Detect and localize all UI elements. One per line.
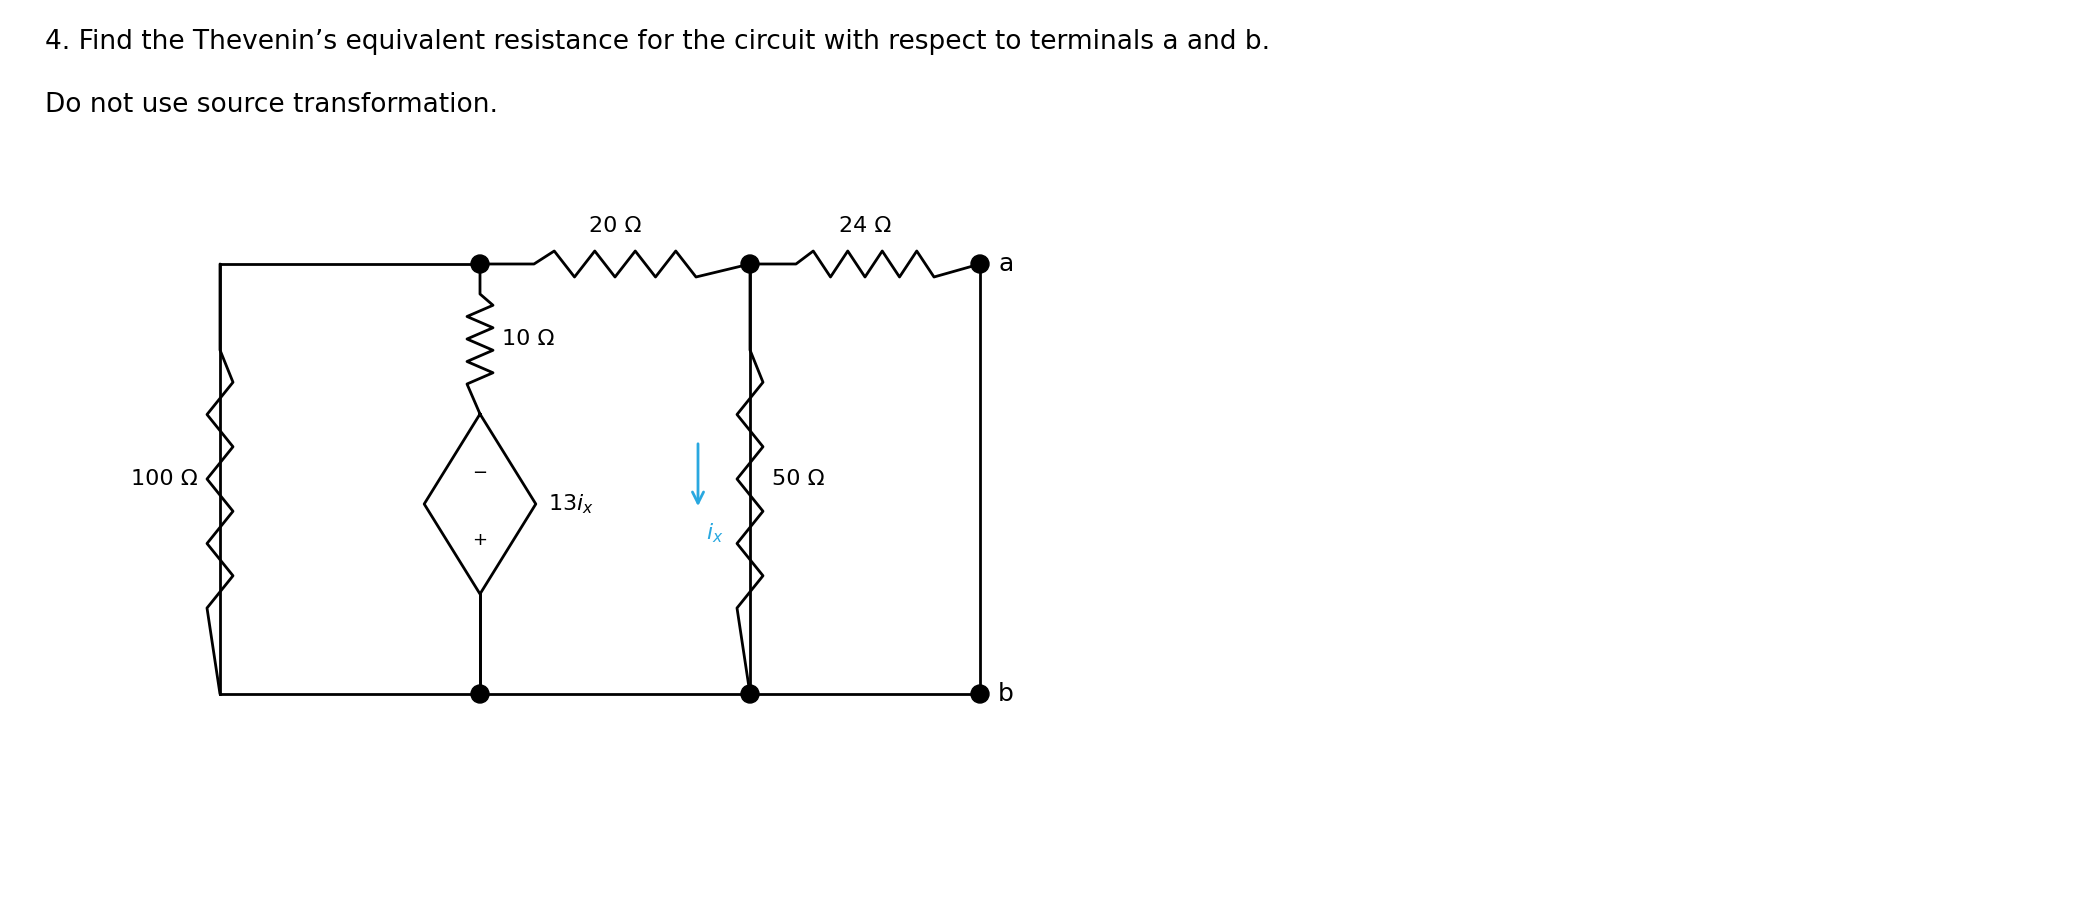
Text: $13i_x$: $13i_x$ (548, 493, 594, 515)
Text: 20 Ω: 20 Ω (588, 216, 640, 236)
Text: Do not use source transformation.: Do not use source transformation. (44, 92, 498, 118)
Circle shape (970, 255, 989, 273)
Text: 10 Ω: 10 Ω (502, 329, 554, 349)
Circle shape (470, 255, 489, 273)
Circle shape (741, 255, 758, 273)
Text: a: a (998, 252, 1012, 276)
Text: 4. Find the Thevenin’s equivalent resistance for the circuit with respect to ter: 4. Find the Thevenin’s equivalent resist… (44, 29, 1270, 55)
Text: 100 Ω: 100 Ω (132, 469, 197, 489)
Circle shape (741, 685, 758, 703)
Text: b: b (998, 682, 1014, 706)
Text: −: − (472, 463, 487, 482)
Text: 50 Ω: 50 Ω (773, 469, 825, 489)
Text: $i_x$: $i_x$ (706, 521, 724, 545)
Text: +: + (472, 531, 487, 549)
Circle shape (470, 685, 489, 703)
Text: 24 Ω: 24 Ω (838, 216, 890, 236)
Circle shape (970, 685, 989, 703)
